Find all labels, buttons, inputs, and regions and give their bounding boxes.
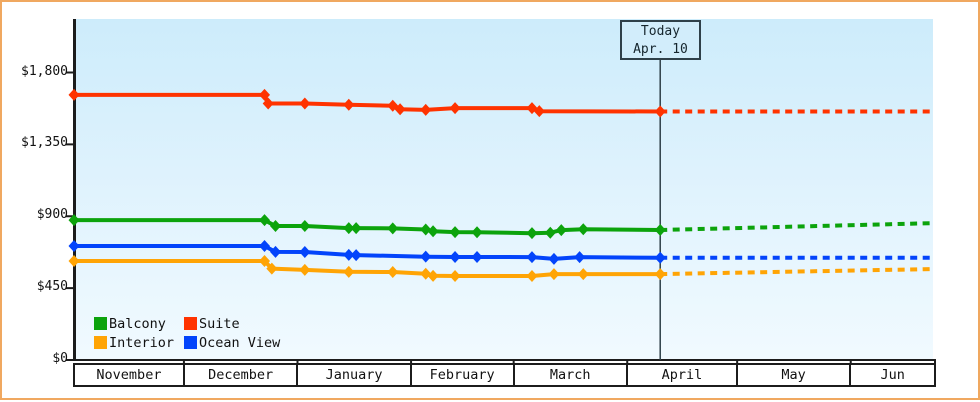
y-axis-label: $1,350 [21, 135, 68, 151]
plot-area [76, 19, 933, 360]
data-point-marker [299, 97, 311, 110]
month-cell-jun: Jun [880, 367, 905, 383]
data-point-marker [394, 103, 406, 116]
data-point-marker [350, 249, 362, 262]
data-point-marker [343, 248, 355, 261]
data-point-marker [68, 88, 80, 101]
month-cell-may: May [738, 365, 852, 385]
data-point-marker [654, 223, 666, 236]
legend-swatch-icon [184, 317, 197, 330]
data-point-marker [654, 268, 666, 281]
data-point-marker [343, 98, 355, 111]
data-point-marker [420, 223, 432, 236]
data-point-marker [574, 251, 586, 264]
data-point-marker [449, 269, 461, 282]
data-point-marker [270, 219, 282, 232]
data-point-marker [350, 222, 362, 235]
legend-swatch-icon [184, 336, 197, 349]
data-point-marker [259, 88, 271, 101]
data-point-marker [266, 262, 278, 275]
data-point-marker [259, 254, 271, 267]
data-point-marker [449, 250, 461, 263]
y-axis-label: $1,800 [21, 63, 68, 79]
series-line-interior [74, 259, 661, 278]
data-point-marker [262, 97, 274, 110]
legend-swatch-icon [94, 336, 107, 349]
legend-label: Suite [199, 315, 240, 332]
data-point-marker [548, 268, 560, 281]
data-point-marker [259, 239, 271, 252]
data-point-marker [526, 251, 538, 264]
data-point-marker [420, 250, 432, 263]
month-cell-november: November [75, 365, 185, 385]
data-point-marker [544, 226, 556, 239]
legend-label: Ocean View [199, 334, 281, 351]
y-axis-label: $0 [52, 351, 68, 366]
data-point-marker [654, 105, 666, 118]
legend-item-ocean-view: Ocean View [184, 333, 280, 352]
x-axis-month-row: November December January February March Apri… [73, 363, 936, 387]
data-point-marker [299, 246, 311, 259]
month-cell-december: December [185, 365, 299, 385]
data-point-marker [449, 226, 461, 239]
data-point-marker [387, 265, 399, 278]
data-point-marker [343, 222, 355, 235]
legend-swatch-icon [94, 317, 107, 330]
data-point-marker [343, 265, 355, 278]
data-point-marker [471, 226, 483, 239]
series-projection-interior [660, 267, 936, 277]
legend: Balcony Interior Suite Ocean View [94, 314, 280, 352]
data-point-marker [299, 219, 311, 232]
data-point-marker [68, 254, 80, 267]
series-projection-balcony [660, 221, 936, 232]
data-point-marker [526, 269, 538, 282]
series-line-balcony [74, 218, 661, 236]
data-point-marker [420, 103, 432, 116]
data-point-marker [299, 263, 311, 276]
month-cell-april: April [628, 365, 738, 385]
legend-item-interior: Interior [94, 333, 184, 352]
data-point-marker [533, 105, 545, 118]
data-point-marker [68, 214, 80, 227]
data-point-marker [577, 268, 589, 281]
today-date: Apr. 10 [633, 42, 688, 57]
legend-label: Balcony [109, 315, 166, 332]
month-cell-march: March [515, 365, 628, 385]
data-point-marker [471, 250, 483, 263]
data-point-marker [526, 227, 538, 240]
legend-item-balcony: Balcony [94, 314, 184, 333]
series-line-ocean-view [74, 244, 661, 261]
y-axis-label: $900 [36, 207, 68, 223]
data-point-marker [427, 269, 439, 282]
today-label: Today [640, 24, 681, 39]
data-point-marker [259, 214, 271, 227]
data-point-marker [555, 224, 567, 237]
data-point-marker [654, 251, 666, 264]
month-cell-february: February [412, 365, 515, 385]
series-line-suite [74, 92, 661, 114]
data-point-marker [68, 239, 80, 252]
y-axis-label: $450 [36, 279, 68, 295]
data-point-marker [577, 223, 589, 236]
data-point-marker [270, 245, 282, 258]
month-cell-january: January [298, 365, 412, 385]
data-point-marker [427, 225, 439, 238]
data-point-marker [548, 252, 560, 265]
data-point-marker [449, 102, 461, 115]
today-flag: Today Apr. 10 [620, 20, 701, 60]
legend-label: Interior [109, 334, 175, 351]
data-point-marker [387, 222, 399, 235]
legend-item-suite: Suite [184, 314, 274, 333]
